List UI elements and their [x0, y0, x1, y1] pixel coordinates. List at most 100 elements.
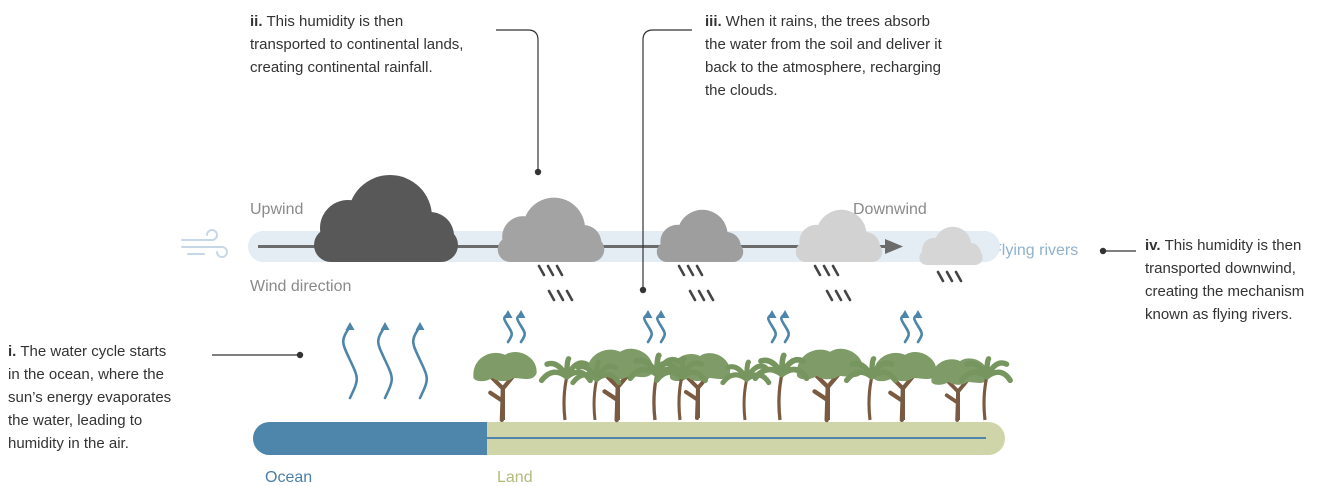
evaporation-arrow — [343, 326, 357, 398]
annotation-text: the water from the soil and deliver it — [705, 36, 943, 53]
wind-icon — [182, 230, 217, 240]
rain-drop — [938, 272, 943, 281]
evaporation-arrow-head — [644, 310, 653, 318]
diagram: Upwind Downwind Wind direction Flying ri… — [0, 0, 1344, 486]
annotation-marker: iii. — [705, 13, 722, 30]
palm-leaf — [597, 362, 599, 379]
upwind-label: Upwind — [250, 201, 303, 218]
palm-trunk — [744, 379, 747, 420]
annotation-line: creating continental rainfall. — [250, 59, 433, 76]
annotation-line: transported downwind, — [1145, 260, 1296, 277]
connector-dot — [297, 352, 303, 358]
evaporation-arrow-head — [416, 322, 425, 330]
cloud — [498, 198, 605, 262]
connector-dot — [1100, 248, 1106, 254]
evaporation-arrow — [901, 314, 909, 342]
rain-drop — [815, 266, 820, 275]
evaporation-arrow — [644, 314, 652, 342]
palm-leaf — [782, 355, 784, 374]
annotation-text: sun’s energy evaporates — [8, 389, 171, 406]
annotation-text: back to the atmosphere, recharging — [705, 59, 941, 76]
annotation-text: This humidity is then — [267, 13, 404, 30]
rain-drop — [548, 266, 553, 275]
annotation-line: transported to continental lands, — [250, 36, 463, 53]
annotation-line: the clouds. — [705, 82, 778, 99]
evaporation-arrow — [517, 314, 525, 342]
ocean-bar — [253, 422, 487, 455]
annotation-marker: ii. — [250, 13, 263, 30]
connector-dot — [535, 169, 541, 175]
evaporation-arrow-head — [346, 322, 355, 330]
tree-crown — [473, 352, 536, 381]
evaporation-arrow-head — [657, 310, 666, 318]
annotation-text: creating the mechanism — [1145, 283, 1304, 300]
annotation-line: ii. This humidity is then — [250, 13, 403, 30]
annotation-text: transported downwind, — [1145, 260, 1296, 277]
flying-rivers-label: Flying rivers — [992, 242, 1078, 259]
palm-trunk — [984, 377, 987, 420]
evaporation-arrow — [768, 314, 776, 342]
rain-drop — [827, 291, 832, 300]
palm-leaf — [872, 359, 874, 377]
palm-leaf — [987, 359, 989, 377]
annotation-text: transported to continental lands, — [250, 36, 463, 53]
rain-drop — [836, 291, 841, 300]
rain-drop — [558, 291, 563, 300]
annotation-text: humidity in the air. — [8, 435, 129, 452]
annotation-line: i.The water cycle starts — [8, 343, 166, 360]
annotation-line: the water from the soil and deliver it — [705, 36, 943, 53]
ocean-label: Ocean — [265, 469, 312, 486]
connector-line — [496, 30, 538, 172]
annotation-line: humidity in the air. — [8, 435, 129, 452]
palm-trunk — [564, 377, 567, 420]
rain-drop — [697, 266, 702, 275]
annotation-text: The water cycle starts — [20, 343, 166, 360]
evaporation-arrow-head — [504, 310, 513, 318]
cloud-part — [406, 212, 454, 260]
annotation-line: back to the atmosphere, recharging — [705, 59, 941, 76]
rain-drop — [688, 266, 693, 275]
evaporation-arrow — [914, 314, 922, 342]
rain-drop — [845, 291, 850, 300]
land-label: Land — [497, 469, 533, 486]
cloud — [314, 175, 458, 262]
palm-trunk — [869, 377, 872, 420]
tree — [797, 349, 863, 420]
rain-drop — [539, 266, 544, 275]
rain-drop — [956, 272, 961, 281]
connector-dot — [640, 287, 646, 293]
wind-icon — [182, 247, 227, 257]
annotation-text: the clouds. — [705, 82, 778, 99]
evaporation-arrow — [504, 314, 512, 342]
palm-leaf — [657, 355, 659, 374]
rain-drop — [549, 291, 554, 300]
evaporation-arrow — [657, 314, 665, 342]
annotation-text: in the ocean, where the — [8, 366, 164, 383]
evaporation-arrow-head — [381, 322, 390, 330]
annotation-marker: i. — [8, 343, 16, 360]
annotation-text: This humidity is then — [1165, 237, 1302, 254]
palm-leaf — [567, 359, 569, 377]
annotation-line: known as flying rivers. — [1145, 306, 1293, 323]
annotation-line: creating the mechanism — [1145, 283, 1304, 300]
rain-drop — [833, 266, 838, 275]
evaporation-arrow-head — [914, 310, 923, 318]
annotation-line: iii.When it rains, the trees absorb — [705, 13, 930, 30]
palm-trunk — [594, 379, 597, 420]
rain-drop — [708, 291, 713, 300]
tree — [473, 352, 536, 420]
annotation-text: When it rains, the trees absorb — [726, 13, 930, 30]
wind-direction-label: Wind direction — [250, 278, 351, 295]
evaporation-arrow — [413, 326, 427, 398]
rain-drop — [679, 266, 684, 275]
cloud-part — [712, 232, 741, 261]
evaporation-arrow-head — [768, 310, 777, 318]
annotation-line: in the ocean, where the — [8, 366, 164, 383]
page: Flying rivers {"annotations": [ {"marker… — [0, 0, 1344, 486]
rain-drop — [699, 291, 704, 300]
evaporation-arrow-head — [517, 310, 526, 318]
annotation-text: the water, leading to — [8, 412, 142, 429]
downwind-label: Downwind — [853, 201, 927, 218]
annotation-line: sun’s energy evaporates — [8, 389, 171, 406]
evaporation-arrow-head — [901, 310, 910, 318]
